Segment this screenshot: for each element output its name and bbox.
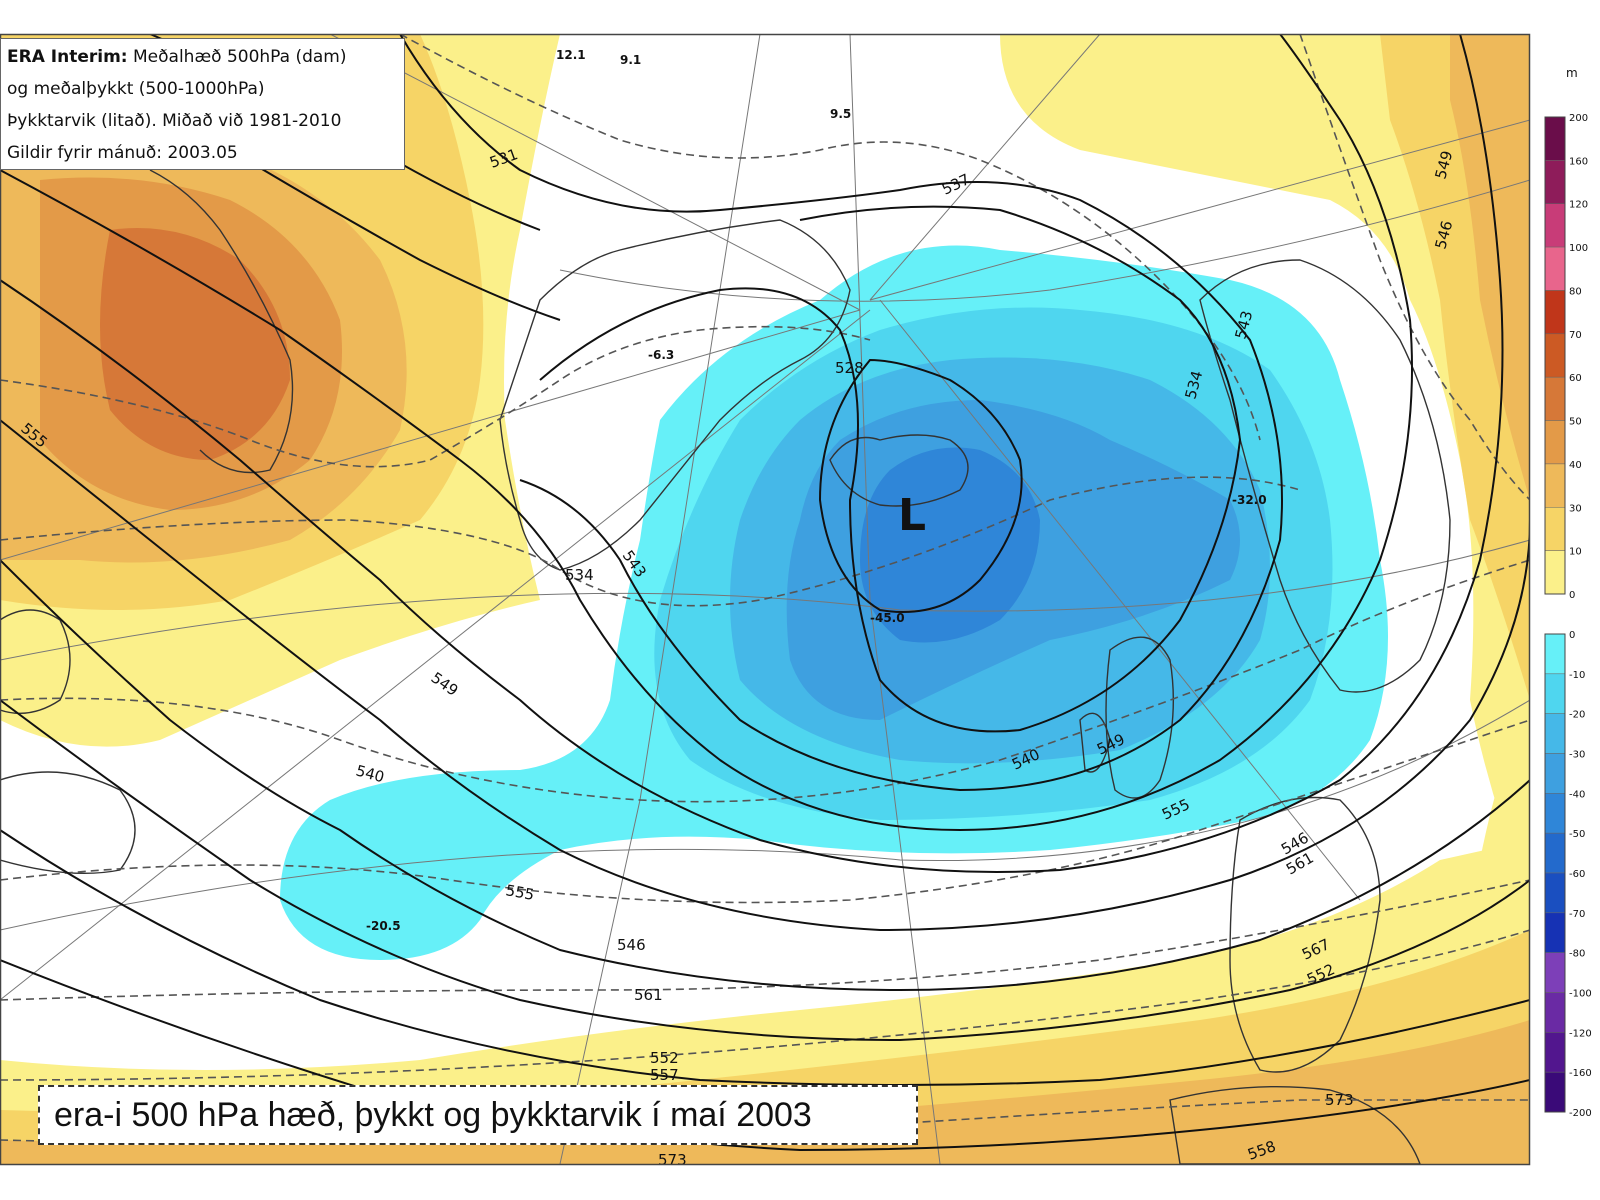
colorbar-tick-label: -160	[1569, 1068, 1592, 1079]
legend-source: ERA Interim:	[7, 47, 128, 67]
point-value-label: -6.3	[648, 348, 674, 362]
colorbar-swatch	[1544, 550, 1566, 595]
colorbar-tick-label: 80	[1569, 286, 1582, 297]
colorbar-swatch	[1544, 673, 1566, 714]
negative-anomaly-fill	[280, 245, 1388, 961]
colorbar-swatch	[1544, 290, 1566, 335]
colorbar-swatch	[1544, 333, 1566, 378]
point-value-label: -20.5	[366, 919, 401, 933]
contour-label: 557	[650, 1066, 679, 1084]
legend-line-1: ERA Interim: Meðalhæð 500hPa (dam)	[7, 41, 398, 73]
colorbar-tick-label: 120	[1569, 200, 1588, 211]
point-value-label: -32.0	[1232, 493, 1267, 507]
legend-line-2: og meðalþykkt (500-1000hPa)	[7, 79, 265, 99]
legend-line-3: Þykktarvik (litað). Miðað við 1981-2010	[7, 111, 342, 131]
colorbar-tick-label: 0	[1569, 590, 1575, 601]
contour-label: 546	[617, 936, 646, 954]
positive-anomaly-fill-dark	[40, 177, 342, 510]
colorbar-swatch	[1544, 992, 1566, 1033]
colorbar-swatch	[1544, 203, 1566, 248]
colorbar-frame	[1544, 116, 1566, 595]
contour-label: 561	[634, 986, 663, 1004]
contour-label: 573	[1325, 1091, 1354, 1109]
point-value-label: 12.1	[556, 48, 586, 62]
colorbar-tick-label: 10	[1569, 547, 1582, 558]
colorbar-tick-label: -70	[1569, 909, 1585, 920]
legend-line-4: Gildir fyrir mánuð: 2003.05	[7, 143, 238, 163]
contour-label: 573	[658, 1151, 687, 1169]
height-contours	[0, 34, 1530, 1152]
colorbar-tick-label: -80	[1569, 949, 1585, 960]
colorbar-swatch	[1544, 376, 1566, 421]
contour-label: 552	[650, 1049, 679, 1067]
colorbar-tick-label: -30	[1569, 750, 1585, 761]
colorbar-tick-label: -60	[1569, 869, 1585, 880]
colorbar-swatch	[1544, 713, 1566, 754]
colorbar-tick-label: 70	[1569, 330, 1582, 341]
map-caption: era-i 500 hPa hæð, þykkt og þykktarvik í…	[38, 1085, 918, 1145]
colorbar-tick-label: 50	[1569, 417, 1582, 428]
colorbar-swatch	[1544, 160, 1566, 204]
colorbar-tick-label: 100	[1569, 243, 1588, 254]
colorbar-swatch	[1544, 1071, 1566, 1113]
colorbar-tick-label: -100	[1569, 989, 1592, 1000]
contour-label: 534	[565, 566, 594, 584]
colorbar-tick-label: 30	[1569, 503, 1582, 514]
colorbar-tick-label: -200	[1569, 1108, 1592, 1119]
colorbar-tick-label: -50	[1569, 829, 1585, 840]
colorbar-tick-label: -20	[1569, 710, 1585, 721]
colorbar-tick-label: -10	[1569, 670, 1585, 681]
point-value-label: -45.0	[870, 611, 905, 625]
colorbar-tick-label: 0	[1569, 630, 1575, 641]
colorbar-swatch	[1544, 793, 1566, 834]
colorbar-swatch	[1544, 753, 1566, 794]
colorbar-unit: m	[1566, 66, 1578, 80]
colorbar-swatch	[1544, 246, 1566, 291]
legend-variable: Meðalhæð 500hPa (dam)	[127, 47, 347, 67]
map-field: 531 537 528 534 543 549 540 534 543 540 …	[0, 34, 1530, 1169]
colorbar-tick-label: 200	[1569, 113, 1588, 124]
colorbar-swatch	[1544, 420, 1566, 465]
colorbar-swatch	[1544, 633, 1566, 675]
point-value-label: 9.5	[830, 107, 851, 121]
colorbar-swatch	[1544, 116, 1566, 161]
colorbar-swatch	[1544, 832, 1566, 874]
colorbar-tick-label: -40	[1569, 789, 1585, 800]
colorbar-swatch	[1544, 507, 1566, 551]
contour-label: 528	[835, 359, 864, 377]
coastlines	[0, 169, 1451, 1164]
point-value-label: 9.1	[620, 53, 641, 67]
anomaly-value-labels: 12.1 9.1 9.5 -6.3 -32.0 -45.0 -20.5	[366, 48, 1267, 933]
colorbar-tick-label: 60	[1569, 373, 1582, 384]
colorbar-negative: 0 -10 -20 -30 -40 -50 -60 -70 -80 -100 -120 -160 -20…	[1544, 630, 1592, 1119]
contour-label: 555	[504, 881, 535, 904]
map-legend-box: ERA Interim: Meðalhæð 500hPa (dam) og me…	[0, 38, 405, 170]
colorbar-swatch	[1544, 872, 1566, 914]
low-pressure-marker: L	[898, 490, 927, 541]
colorbar-swatch	[1544, 952, 1566, 993]
map-frame	[0, 33, 1531, 1166]
colorbar-frame	[1544, 633, 1566, 1113]
colorbar-tick-label: -120	[1569, 1028, 1592, 1039]
colorbar-swatch	[1544, 912, 1566, 953]
colorbar-swatch	[1544, 463, 1566, 508]
colorbar-swatch	[1544, 1032, 1566, 1073]
colorbar-tick-label: 40	[1569, 460, 1582, 471]
colorbar-tick-label: 160	[1569, 156, 1588, 167]
